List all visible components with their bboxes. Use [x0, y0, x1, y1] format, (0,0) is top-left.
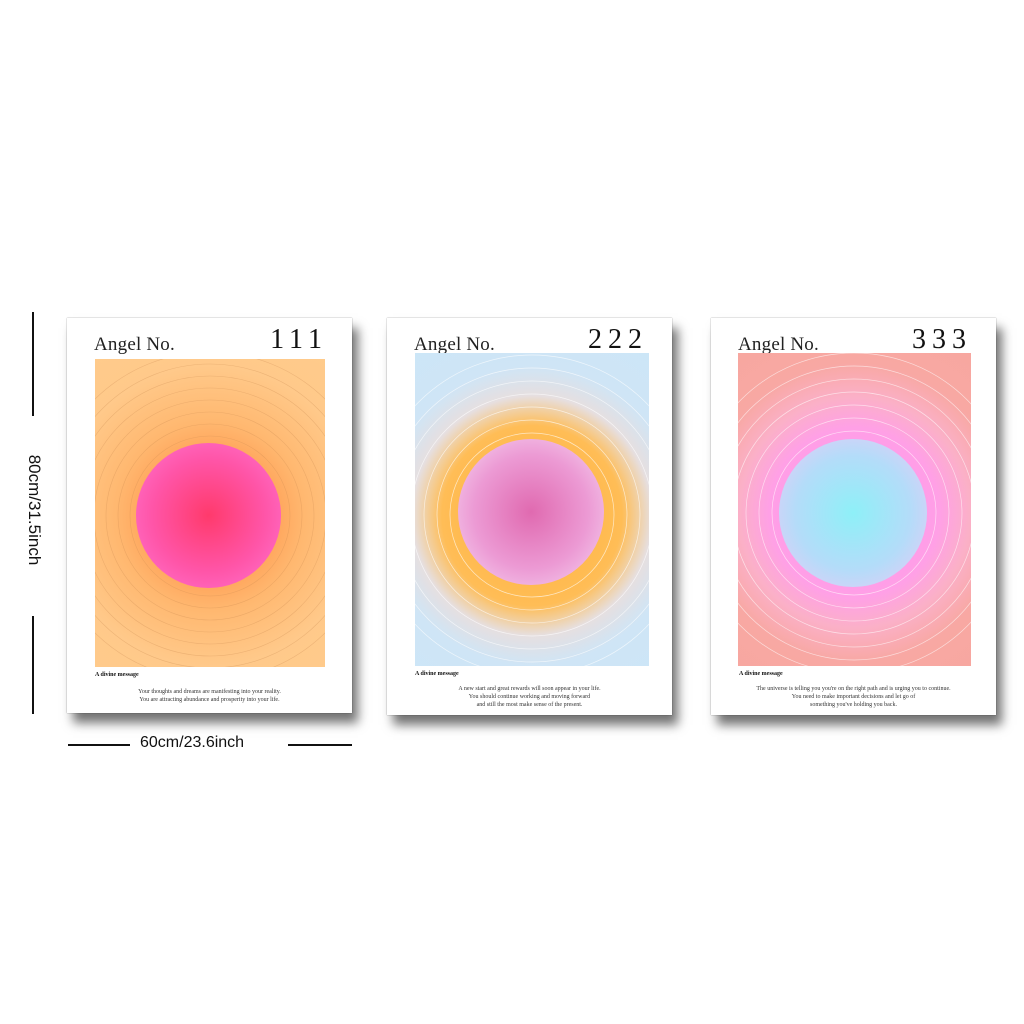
gradient-orb: [458, 439, 604, 585]
aura-artwork: [738, 353, 971, 666]
poster-title: Angel No.: [94, 334, 175, 355]
poster-message: Your thoughts and dreams are manifesting…: [87, 688, 332, 704]
aura-artwork: [95, 359, 325, 667]
gradient-orb: [779, 439, 927, 587]
message-line: The universe is telling you you're on th…: [756, 686, 951, 692]
message-line: You are attracting abundance and prosper…: [139, 697, 280, 703]
message-line: You should continue working and moving f…: [468, 694, 591, 700]
poster-subtitle: A divine message: [95, 672, 139, 678]
width-dimension-line-right: [288, 744, 352, 746]
poster-number: 222: [588, 324, 648, 355]
poster-subtitle: A divine message: [415, 671, 459, 677]
height-dimension-line-top: [32, 312, 34, 416]
width-dimension-line-left: [68, 744, 130, 746]
message-line: You need to make important decisions and…: [791, 694, 916, 700]
poster-angel-111: Angel No. 111 A divine message Your thou…: [67, 318, 352, 713]
concentric-rings: [95, 359, 325, 667]
poster-message: The universe is telling you you're on th…: [731, 685, 976, 709]
gradient-orb: [136, 443, 281, 588]
poster-subtitle: A divine message: [739, 671, 783, 677]
aura-artwork: [415, 353, 649, 666]
message-line: something you've holding you back.: [810, 702, 897, 708]
message-line: A new start and great rewards will soon …: [458, 686, 601, 692]
poster-title: Angel No.: [414, 334, 495, 355]
height-dimension-label: 80cm/31.5inch: [25, 454, 44, 566]
message-line: and still the most make sense of the pre…: [476, 702, 583, 708]
poster-number: 111: [270, 324, 328, 355]
message-line: Your thoughts and dreams are manifesting…: [138, 689, 281, 695]
poster-angel-333: Angel No. 333 A divine message The unive…: [711, 318, 996, 715]
poster-message: A new start and great rewards will soon …: [407, 685, 652, 709]
concentric-rings: [415, 354, 649, 666]
width-dimension-label: 60cm/23.6inch: [140, 734, 245, 751]
poster-angel-222: Angel No. 222 A divine message A new sta…: [387, 318, 672, 715]
height-dimension-line-bottom: [32, 616, 34, 714]
poster-number: 333: [912, 324, 972, 355]
poster-title: Angel No.: [738, 334, 819, 355]
concentric-rings: [738, 353, 971, 666]
